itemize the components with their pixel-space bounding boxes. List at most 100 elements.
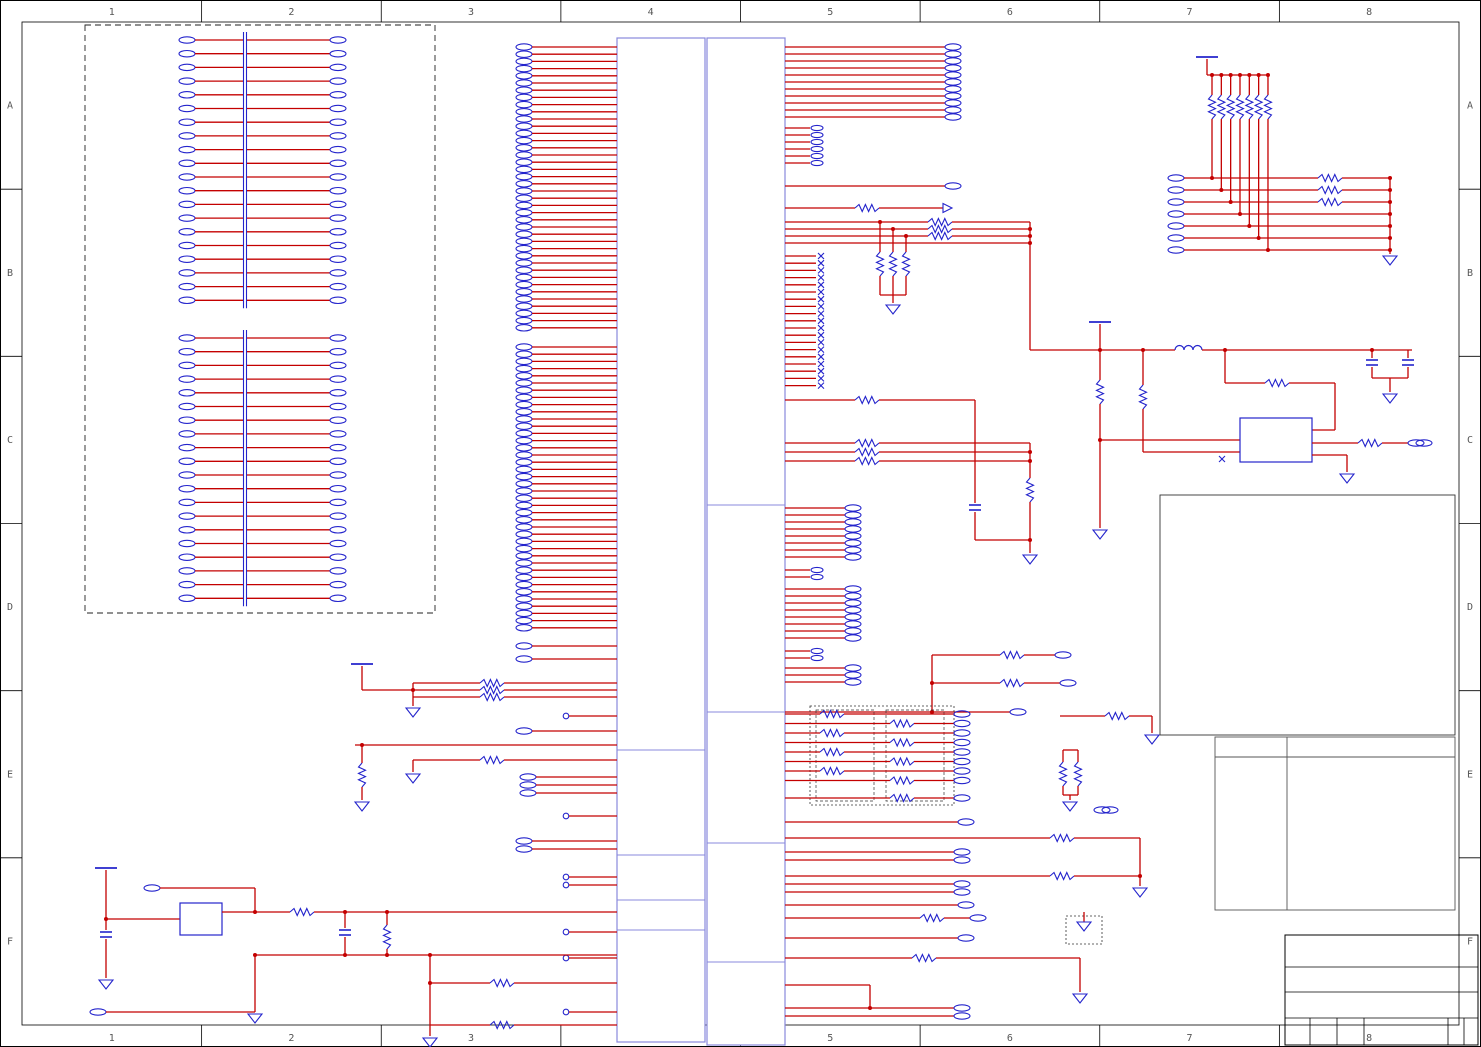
net-connector-icon — [515, 223, 533, 231]
net-connector-icon — [178, 228, 196, 236]
termination-group-box — [809, 705, 955, 806]
net-connector-icon — [844, 613, 862, 621]
net-connector-icon — [515, 642, 533, 650]
net-connector-icon — [329, 526, 347, 534]
net-connector-icon — [515, 566, 533, 574]
net-connector-icon — [810, 152, 824, 160]
grid-row-label-right: B — [1467, 268, 1473, 279]
junction-dot — [1028, 459, 1032, 463]
net-connector-icon — [178, 594, 196, 603]
net-connector-icon — [1167, 174, 1185, 182]
net-connector-icon — [329, 334, 347, 342]
grid-col-label-top: 1 — [109, 7, 115, 18]
net-connector-icon — [953, 748, 971, 756]
net-connector-icon — [178, 36, 196, 44]
ic2-right-lower — [785, 650, 1161, 1020]
net-connector-icon — [844, 525, 862, 533]
net-connector-icon — [515, 108, 533, 116]
net-connector-icon — [810, 138, 824, 146]
net-connector-icon — [515, 280, 533, 289]
net-connector-icon — [515, 64, 533, 73]
net-connector-icon — [178, 416, 196, 424]
net-connector-icon — [810, 647, 824, 655]
termination-sub-box — [815, 709, 875, 802]
net-connector-icon — [944, 57, 962, 65]
net-connector-icon — [515, 544, 533, 553]
net-connector-icon — [329, 416, 347, 424]
symbol-line — [817, 331, 825, 339]
resistor-icon — [819, 766, 845, 776]
net-connector-icon — [329, 347, 347, 356]
resistor-icon — [1253, 94, 1264, 120]
grid-row-label-left: A — [7, 101, 13, 112]
grid-col-label-top: 3 — [468, 7, 474, 18]
junction-dot — [1028, 234, 1032, 238]
net-connector-icon — [953, 729, 971, 737]
net-connector-icon — [1009, 708, 1027, 716]
ground-icon — [1381, 393, 1399, 404]
resistor-icon — [889, 793, 915, 803]
net-connector-icon — [178, 457, 196, 466]
pin-bubble-icon — [562, 1008, 570, 1016]
net-connector-icon — [515, 115, 533, 123]
resistor-icon — [854, 438, 880, 448]
net-connector-icon — [515, 259, 533, 267]
net-connector-icon — [515, 302, 533, 310]
grid-row-label-left: F — [7, 936, 13, 947]
resistor-icon — [489, 1020, 515, 1030]
ground-icon — [404, 773, 422, 784]
net-connector-icon — [178, 241, 196, 250]
ic1-left-pins — [515, 43, 617, 632]
net-connector-icon — [178, 282, 196, 291]
symbol-line — [817, 375, 825, 382]
net-connector-icon — [944, 43, 962, 51]
net-connector-icon — [810, 131, 824, 139]
net-connector-icon — [515, 523, 533, 531]
resistor-icon — [479, 685, 505, 695]
resistor-icon — [999, 678, 1025, 688]
net-connector-icon — [329, 63, 347, 72]
symbol-line — [817, 252, 825, 260]
dashed-group-box — [84, 24, 436, 614]
net-connector-icon — [515, 201, 533, 210]
net-connector-icon — [515, 79, 533, 87]
net-connector-icon — [810, 159, 824, 167]
net-connector-icon — [515, 357, 533, 366]
net-connector-icon — [810, 654, 824, 662]
ic1-body — [616, 37, 706, 1043]
net-connector-icon — [515, 559, 533, 567]
net-connector-icon — [515, 316, 533, 325]
resistor-icon — [889, 737, 915, 748]
grid-row-label-right: F — [1467, 936, 1473, 947]
resistor-icon — [289, 907, 315, 917]
grid-row-label-left: D — [7, 602, 13, 613]
net-connector-icon — [944, 99, 962, 107]
net-connector-icon — [844, 627, 862, 635]
net-connector-icon — [957, 934, 975, 942]
ground-icon — [246, 1013, 264, 1024]
resistor-icon — [1317, 173, 1343, 183]
resistor-icon — [819, 728, 845, 738]
net-connector-icon — [810, 124, 824, 132]
ground-icon — [1143, 734, 1161, 745]
net-connector-icon — [1167, 234, 1185, 242]
symbol-line — [817, 346, 825, 353]
ic2-right-upper — [785, 43, 1039, 686]
net-connector-icon — [178, 539, 196, 548]
grid-col-label-top: 6 — [1007, 7, 1013, 18]
ground-icon — [404, 707, 422, 718]
net-connector-icon — [329, 159, 347, 168]
resistor-icon — [854, 456, 880, 466]
net-connector-icon — [178, 145, 196, 154]
resistor-icon — [888, 251, 898, 277]
net-connector-icon — [329, 567, 347, 575]
net-connector-icon — [515, 100, 533, 109]
net-connector-icon — [178, 443, 196, 452]
net-connector-icon — [515, 516, 533, 524]
net-connector-icon — [515, 451, 533, 459]
pin-bubble-icon — [562, 881, 570, 889]
net-connector-icon — [953, 738, 971, 747]
net-connector-icon — [515, 465, 533, 474]
net-connector-icon — [178, 118, 196, 126]
net-connector-icon — [515, 43, 533, 51]
